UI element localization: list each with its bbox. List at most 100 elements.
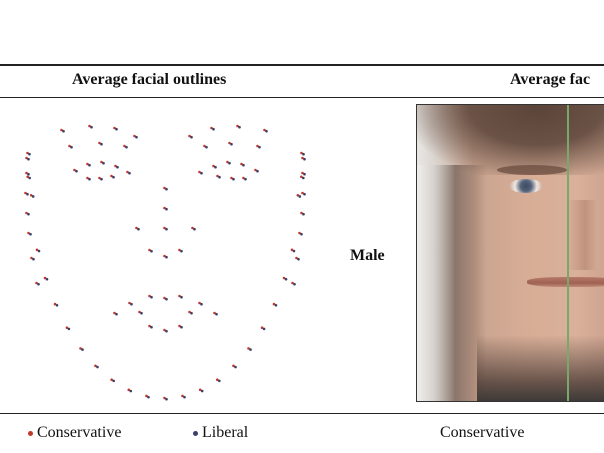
landmark-point-liberal <box>292 249 296 253</box>
landmark-point-liberal <box>88 163 91 167</box>
landmark-point-conservative <box>228 141 231 145</box>
landmark-point-conservative <box>148 248 151 252</box>
bottom-rule <box>0 413 604 414</box>
landmark-point-conservative <box>163 254 166 258</box>
landmark-point-liberal <box>190 311 193 315</box>
landmark-point-liberal <box>234 365 237 369</box>
landmark-point-liberal <box>135 135 138 139</box>
landmark-point-liberal <box>137 227 140 231</box>
legend-label-liberal: Liberal <box>202 424 249 441</box>
legend-liberal: Liberal <box>193 424 248 442</box>
landmark-point-liberal <box>165 207 168 211</box>
landmark-point-conservative <box>110 378 113 382</box>
landmark-point-liberal <box>249 348 252 351</box>
landmark-point-conservative <box>145 394 148 398</box>
landmark-point-liberal <box>265 129 268 133</box>
landmark-point-conservative <box>53 302 57 306</box>
landmark-point-conservative <box>256 144 259 148</box>
landmark-point-conservative <box>127 388 131 392</box>
landmark-point-conservative <box>27 231 30 235</box>
photo-eyebrow <box>497 165 567 175</box>
landmark-point-conservative <box>30 256 33 260</box>
landmark-point-liberal <box>96 365 99 369</box>
landmark-point-conservative <box>300 151 303 155</box>
landmark-point-conservative <box>188 310 191 314</box>
landmark-point-liberal <box>165 397 168 401</box>
landmark-point-liberal <box>28 152 31 156</box>
landmark-point-conservative <box>212 164 215 168</box>
landmark-point-conservative <box>178 324 181 328</box>
landmark-point-conservative <box>114 164 117 168</box>
landmark-point-conservative <box>240 162 243 166</box>
header-average-faces: Average fac <box>510 71 591 88</box>
landmark-point-conservative <box>163 226 166 230</box>
landmark-point-conservative <box>301 171 304 175</box>
landmark-point-conservative <box>73 168 76 172</box>
landmark-point-liberal <box>180 249 183 253</box>
landmark-point-conservative <box>203 144 206 148</box>
landmark-point-conservative <box>26 175 29 179</box>
landmark-point-liberal <box>26 192 29 196</box>
landmark-point-liberal <box>37 282 40 286</box>
landmark-point-conservative <box>210 126 213 130</box>
header-average-facial-outlines: Average facial outlines <box>72 71 227 88</box>
landmark-point-conservative <box>79 347 82 350</box>
landmark-point-conservative <box>138 310 141 314</box>
landmark-point-conservative <box>188 134 191 138</box>
landmark-point-conservative <box>178 294 181 298</box>
landmark-point-liberal <box>165 297 168 301</box>
landmark-point-conservative <box>86 162 89 166</box>
landmark-point-liberal <box>298 195 302 198</box>
landmark-point-conservative <box>290 248 294 252</box>
landmark-point-conservative <box>301 191 304 195</box>
landmark-point-conservative <box>163 186 166 190</box>
landmark-point-liberal <box>180 295 183 299</box>
top-rule <box>0 64 604 66</box>
landmark-point-liberal <box>147 395 150 399</box>
photo-background-edge <box>417 165 487 401</box>
landmark-point-liberal <box>28 176 31 180</box>
landmark-point-liberal <box>284 277 288 281</box>
landmark-point-conservative <box>198 170 201 174</box>
photo-caption-conservative: Conservative <box>440 424 525 441</box>
landmark-point-liberal <box>183 395 186 399</box>
landmark-point-liberal <box>300 232 303 236</box>
photo-mouth <box>527 277 604 287</box>
landmark-point-liberal <box>27 157 30 161</box>
landmark-point-liberal <box>200 302 203 306</box>
landmark-point-liberal <box>303 172 306 176</box>
landmark-point-conservative <box>68 144 71 148</box>
landmark-point-liberal <box>165 255 168 259</box>
landmark-point-conservative <box>29 193 33 197</box>
landmark-point-conservative <box>226 160 229 164</box>
row-label-male: Male <box>350 247 385 264</box>
landmark-point-liberal <box>88 177 91 181</box>
landmark-point-conservative <box>198 301 201 305</box>
landmark-point-liberal <box>205 145 208 149</box>
landmark-point-conservative <box>263 128 266 132</box>
landmark-point-liberal <box>128 171 131 175</box>
landmark-point-conservative <box>216 378 219 382</box>
landmark-point-conservative <box>126 170 129 174</box>
landmark-point-liberal <box>180 325 183 329</box>
landmark-point-liberal <box>100 177 103 181</box>
landmark-point-conservative <box>43 276 47 280</box>
landmark-point-conservative <box>236 124 239 128</box>
landmark-point-conservative <box>272 302 276 306</box>
landmark-point-conservative <box>298 231 301 235</box>
photo-eye <box>509 179 543 193</box>
landmark-point-conservative <box>148 324 151 328</box>
landmark-point-liberal <box>193 227 196 231</box>
landmark-point-conservative <box>232 364 235 368</box>
landmark-point-liberal <box>100 142 103 146</box>
landmark-point-conservative <box>60 128 63 132</box>
landmark-point-liberal <box>81 348 84 351</box>
landmark-point-conservative <box>247 347 250 350</box>
landmark-point-conservative <box>300 175 303 179</box>
landmark-point-conservative <box>163 206 166 210</box>
landmark-point-liberal <box>150 249 153 253</box>
landmark-point-liberal <box>112 175 115 179</box>
landmark-point-liberal <box>232 177 235 181</box>
landmark-point-conservative <box>113 126 116 130</box>
landmark-point-liberal <box>218 175 221 179</box>
